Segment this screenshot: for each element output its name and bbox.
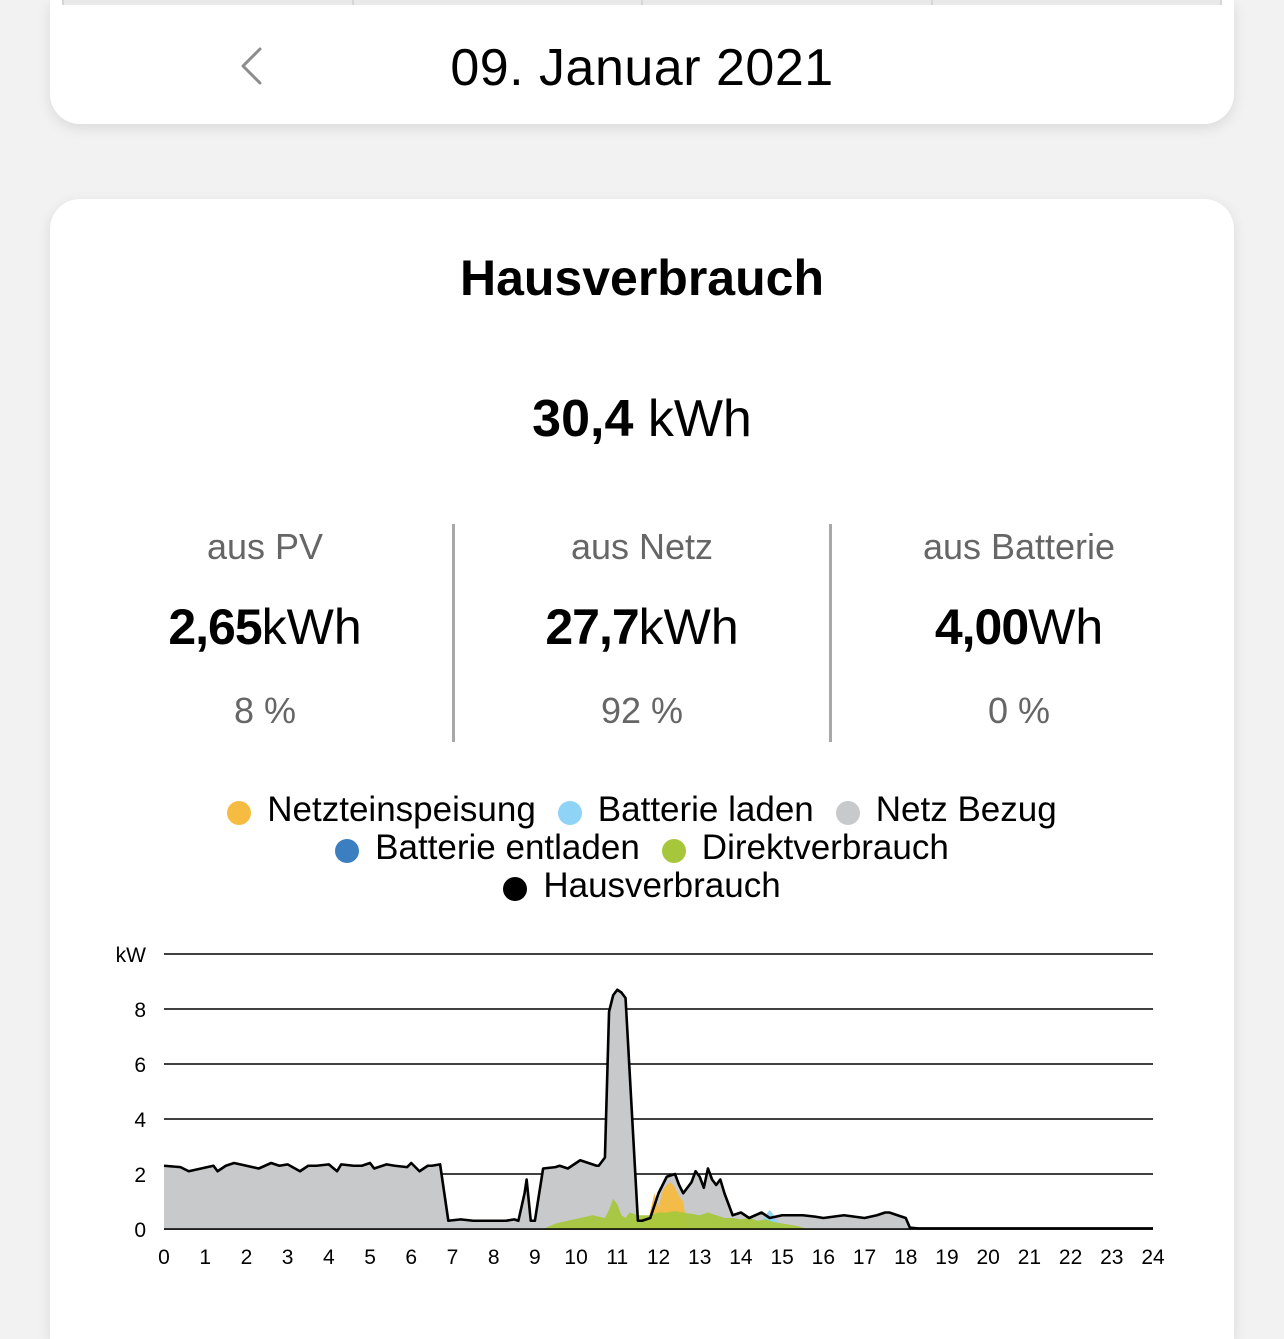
x-tick-label: 24 (1141, 1246, 1165, 1269)
series-line-hausverbrauch (163, 988, 1153, 1230)
stat-number: 27,7 (545, 599, 639, 655)
stat-label: aus Netz (570, 526, 714, 567)
x-tick-label: 22 (1059, 1246, 1082, 1269)
stat-percent: 8 % (233, 690, 297, 731)
legend-dot (661, 839, 686, 863)
stat-value: 27,7kWh (455, 598, 829, 656)
legend-item-batterie-laden[interactable]: Batterie laden (557, 790, 814, 829)
selected-date[interactable]: 09. Januar 2021 (450, 39, 834, 97)
series-area-direktverbrauch (543, 1198, 807, 1229)
stat-percent: 0 % (987, 690, 1051, 731)
total-unit: kWh (647, 390, 752, 448)
stat-percent: 92 % (600, 690, 684, 731)
legend-dot (335, 839, 360, 863)
previous-day-button[interactable] (230, 36, 272, 96)
total-value: 30,4 (532, 390, 634, 448)
legend-item-direktverbrauch[interactable]: Direktverbrauch (661, 828, 949, 867)
stat-label: aus Batterie (922, 526, 1116, 567)
y-tick-label: 2 (134, 1164, 146, 1187)
stat-unit: Wh (1028, 599, 1104, 655)
stat-unit: kWh (638, 599, 739, 655)
x-tick-label: 19 (935, 1246, 958, 1269)
x-tick-label: 15 (770, 1246, 793, 1269)
stat-pv: aus PV 2,65kWh 8 % (78, 524, 452, 742)
stat-number: 2,65 (168, 599, 262, 655)
legend-label: Batterie laden (597, 790, 814, 829)
stat-number: 4,00 (934, 599, 1029, 655)
chevron-left-icon (241, 47, 262, 85)
y-tick-label: 8 (134, 999, 146, 1022)
x-tick-label: 11 (606, 1246, 628, 1269)
series-area-netz-bezug (164, 989, 1153, 1229)
stat-value: 2,65kWh (78, 598, 452, 656)
x-tick-label: 18 (894, 1246, 917, 1269)
x-tick-label: 2 (241, 1246, 253, 1269)
segmented-control-track[interactable] (62, 0, 1222, 5)
x-tick-label: 9 (529, 1246, 541, 1269)
x-tick-label: 13 (688, 1246, 711, 1269)
y-tick-label: 0 (134, 1219, 146, 1242)
x-tick-label: 14 (729, 1246, 753, 1269)
x-tick-label: 3 (282, 1246, 294, 1269)
x-tick-label: 10 (564, 1246, 587, 1269)
chart-legend: Netzteinspeisung Batterie laden Netz Bez… (50, 791, 1234, 905)
y-axis-label: kW (116, 944, 147, 967)
x-tick-label: 20 (976, 1246, 999, 1269)
legend-item-batterie-entladen[interactable]: Batterie entladen (335, 829, 640, 867)
x-tick-label: 0 (158, 1246, 170, 1269)
y-tick-label: 4 (134, 1109, 146, 1132)
legend-label: Netzteinspeisung (267, 790, 536, 829)
stat-label: aus PV (206, 526, 324, 567)
stat-battery: aus Batterie 4,00Wh 0 % (829, 524, 1206, 742)
x-tick-label: 12 (647, 1246, 670, 1269)
x-tick-label: 23 (1100, 1246, 1123, 1269)
legend-item-hausverbrauch[interactable]: Hausverbrauch (503, 866, 781, 905)
house-consumption-card: Hausverbrauch 30,4 kWh aus PV 2,65kWh 8 … (50, 199, 1234, 1339)
stat-grid: aus Netz 27,7kWh 92 % (452, 524, 829, 742)
stat-value: 4,00Wh (832, 598, 1206, 656)
legend-item-netz-bezug[interactable]: Netz Bezug (835, 790, 1057, 829)
y-tick-label: 6 (134, 1054, 146, 1077)
legend-dot (557, 801, 582, 825)
legend-dot (503, 877, 528, 901)
legend-dot (227, 801, 252, 825)
x-tick-label: 1 (199, 1246, 211, 1269)
legend-label: Batterie entladen (375, 828, 640, 867)
legend-dot (835, 801, 860, 825)
x-tick-label: 8 (488, 1246, 500, 1269)
x-tick-label: 4 (323, 1246, 335, 1269)
total-consumption: 30,4 kWh (50, 389, 1234, 449)
legend-item-netzteinspeisung[interactable]: Netzteinspeisung (227, 791, 536, 829)
legend-label: Direktverbrauch (701, 828, 949, 867)
legend-label: Netz Bezug (875, 790, 1057, 829)
date-header-card: 09. Januar 2021 (50, 0, 1234, 124)
x-tick-label: 5 (364, 1246, 376, 1269)
consumption-sources: aus PV 2,65kWh 8 % aus Netz 27,7kWh 92 %… (78, 524, 1206, 742)
x-tick-label: 21 (1018, 1246, 1041, 1269)
x-tick-label: 16 (812, 1246, 835, 1269)
stat-unit: kWh (261, 599, 362, 655)
card-title: Hausverbrauch (459, 250, 825, 306)
x-tick-label: 6 (405, 1246, 417, 1269)
legend-label: Hausverbrauch (543, 866, 781, 905)
x-tick-label: 7 (447, 1246, 459, 1269)
x-tick-label: 17 (853, 1246, 876, 1269)
